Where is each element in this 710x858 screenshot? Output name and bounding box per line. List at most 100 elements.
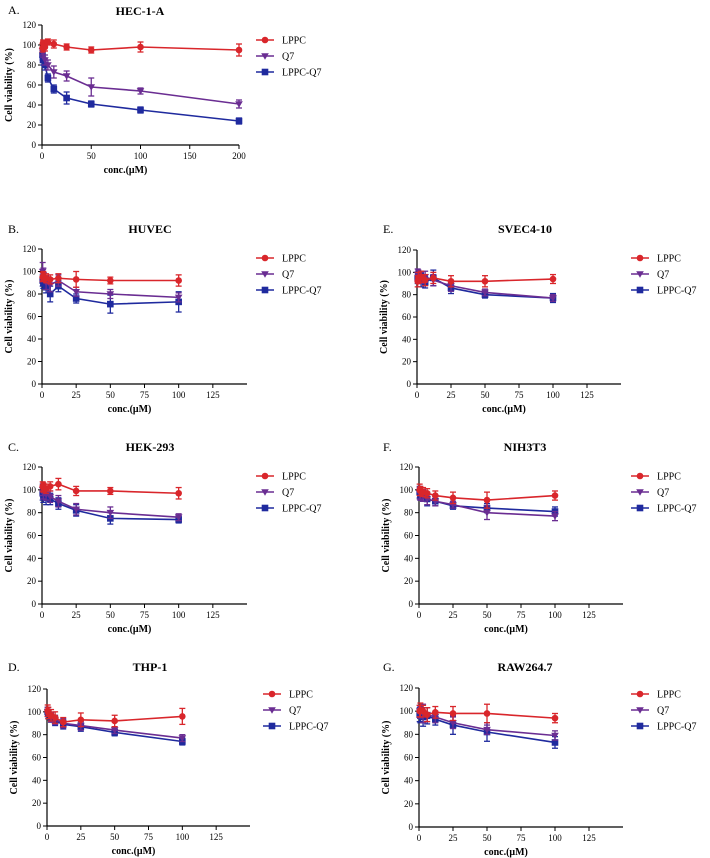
x-axis-label: conc.(μM) — [484, 624, 528, 635]
data-point — [72, 288, 80, 296]
legend-label: Q7 — [282, 488, 294, 499]
legend-marker — [636, 722, 644, 730]
legend-marker — [268, 690, 276, 698]
y-tick-label: 40 — [402, 334, 412, 344]
series-lppc — [44, 704, 186, 728]
legend-item: Q7 — [631, 706, 669, 717]
data-point — [175, 489, 182, 497]
legend: LPPC Q7 LPPC-Q7 — [631, 690, 696, 733]
legend-marker — [636, 254, 644, 262]
y-tick-label: 20 — [27, 576, 37, 586]
legend-marker — [261, 36, 269, 44]
legend-label: LPPC-Q7 — [282, 68, 321, 79]
x-tick-label: 0 — [40, 151, 45, 161]
panel-f: F. NIH3T3 0 20 40 60 80 100 120 0 25 50 75 100 125 conc… — [381, 440, 696, 635]
x-tick-label: 25 — [449, 833, 459, 843]
y-tick-label: 60 — [27, 80, 37, 90]
legend-marker — [261, 472, 269, 480]
legend-item: LPPC-Q7 — [256, 504, 321, 515]
x-tick-label: 100 — [548, 610, 562, 620]
data-point — [46, 276, 54, 283]
legend-label: LPPC-Q7 — [657, 722, 696, 733]
x-tick-label: 125 — [582, 833, 596, 843]
x-axis-label: conc.(μM) — [108, 404, 152, 415]
y-axis-label: Cell viability (%) — [381, 721, 392, 795]
y-tick-label: 60 — [404, 531, 414, 541]
series-lppc — [39, 270, 182, 288]
x-tick-label: 0 — [40, 610, 45, 620]
y-tick-label: 0 — [32, 379, 37, 389]
x-tick-label: 25 — [72, 610, 82, 620]
data-point — [174, 514, 183, 522]
y-tick-label: 100 — [23, 267, 37, 277]
legend: LPPC Q7 LPPC-Q7 — [631, 472, 696, 515]
y-tick-label: 80 — [32, 730, 42, 740]
data-point — [179, 713, 186, 720]
data-point — [77, 716, 85, 724]
y-tick-label: 60 — [402, 312, 412, 322]
series-lppc-q7 — [39, 49, 243, 125]
x-tick-label: 150 — [183, 151, 197, 161]
y-tick-label: 20 — [404, 576, 414, 586]
y-tick-label: 100 — [23, 485, 37, 495]
x-tick-label: 75 — [517, 833, 527, 843]
legend-label: LPPC — [657, 254, 681, 265]
legend-marker — [261, 504, 269, 512]
x-tick-label: 50 — [483, 610, 493, 620]
x-tick-label: 100 — [548, 833, 562, 843]
data-point — [481, 277, 489, 285]
x-tick-label: 0 — [415, 390, 420, 400]
x-axis-label: conc.(μM) — [104, 165, 148, 176]
y-axis-label: Cell viability (%) — [9, 721, 20, 795]
series-lppc — [39, 477, 182, 500]
x-tick-label: 75 — [515, 390, 525, 400]
data-point — [430, 274, 437, 282]
series-q7 — [38, 46, 243, 109]
y-tick-label: 120 — [400, 683, 414, 693]
legend: LPPC Q7 LPPC-Q7 — [256, 254, 321, 297]
legend-marker — [268, 707, 276, 714]
data-point — [178, 735, 187, 742]
x-tick-label: 125 — [580, 390, 594, 400]
data-point — [551, 492, 559, 499]
data-point — [175, 277, 182, 284]
legend-item: Q7 — [256, 52, 294, 63]
series-lppc — [39, 38, 243, 57]
data-point — [551, 513, 559, 520]
legend-item: Q7 — [631, 270, 669, 281]
data-point — [449, 494, 457, 502]
legend-marker — [636, 504, 644, 512]
y-tick-label: 80 — [402, 290, 412, 300]
chart-title: HEK-293 — [126, 440, 175, 454]
data-point — [50, 40, 58, 48]
legend-label: Q7 — [282, 270, 294, 281]
legend-marker — [636, 690, 644, 698]
data-point — [447, 277, 455, 285]
panel-letter: G. — [383, 660, 395, 674]
y-tick-label: 0 — [409, 822, 414, 832]
y-tick-label: 120 — [28, 684, 42, 694]
chart-title: NIH3T3 — [504, 440, 547, 454]
data-point — [54, 498, 63, 506]
y-axis-label: Cell viability (%) — [379, 280, 390, 354]
x-tick-label: 25 — [72, 390, 82, 400]
data-point — [549, 295, 557, 302]
data-point — [72, 295, 80, 302]
y-tick-label: 60 — [404, 753, 414, 763]
data-point — [235, 101, 243, 108]
legend-marker — [636, 489, 644, 496]
legend: LPPC Q7 LPPC-Q7 — [631, 254, 696, 297]
legend-marker — [636, 472, 644, 480]
data-point — [483, 726, 491, 734]
y-tick-label: 40 — [27, 553, 37, 563]
legend-item: Q7 — [631, 488, 669, 499]
data-point — [72, 487, 80, 495]
x-tick-label: 75 — [517, 610, 527, 620]
legend-marker — [261, 254, 269, 262]
x-tick-label: 100 — [134, 151, 148, 161]
legend-item: LPPC-Q7 — [631, 504, 696, 515]
y-tick-label: 0 — [409, 599, 414, 609]
x-axis-label: conc.(μM) — [484, 847, 528, 858]
legend-marker — [636, 286, 644, 294]
panel-g: G. RAW264.7 0 20 40 60 80 100 120 0 25 50 75 100 125 co… — [381, 660, 696, 858]
